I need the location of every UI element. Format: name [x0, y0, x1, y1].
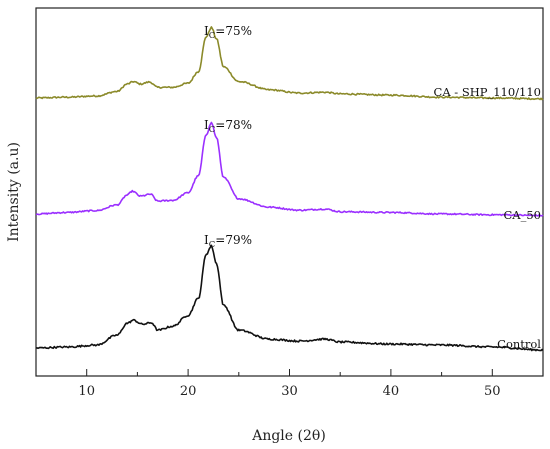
- labels-layer: CA - SHP_110/110 IC=75% CA_50 IC=78% Control…: [204, 24, 541, 351]
- x-tick-label: 20: [180, 384, 197, 399]
- series-line: [35, 26, 544, 101]
- crystallinity-annotation: IC=79%: [204, 233, 252, 250]
- series-line: [35, 121, 544, 217]
- plot-frame: [35, 7, 544, 377]
- series-label: CA_50: [504, 208, 542, 222]
- series-line: [36, 244, 544, 352]
- x-axis: 10 20 30 40 50: [35, 369, 544, 399]
- series-label: CA - SHP_110/110: [434, 85, 541, 99]
- series-label: Control: [497, 337, 541, 351]
- y-axis-title: Intensity (a.u): [6, 142, 22, 242]
- x-tick-label: 30: [281, 384, 298, 399]
- x-tick-label: 40: [383, 384, 400, 399]
- x-axis-title: Angle (2θ): [251, 428, 326, 444]
- crystallinity-annotation: IC=78%: [204, 118, 252, 135]
- crystallinity-annotation: IC=75%: [204, 24, 252, 41]
- curves-layer: [35, 26, 544, 352]
- x-tick-label: 10: [78, 384, 95, 399]
- x-tick-label: 50: [484, 384, 501, 399]
